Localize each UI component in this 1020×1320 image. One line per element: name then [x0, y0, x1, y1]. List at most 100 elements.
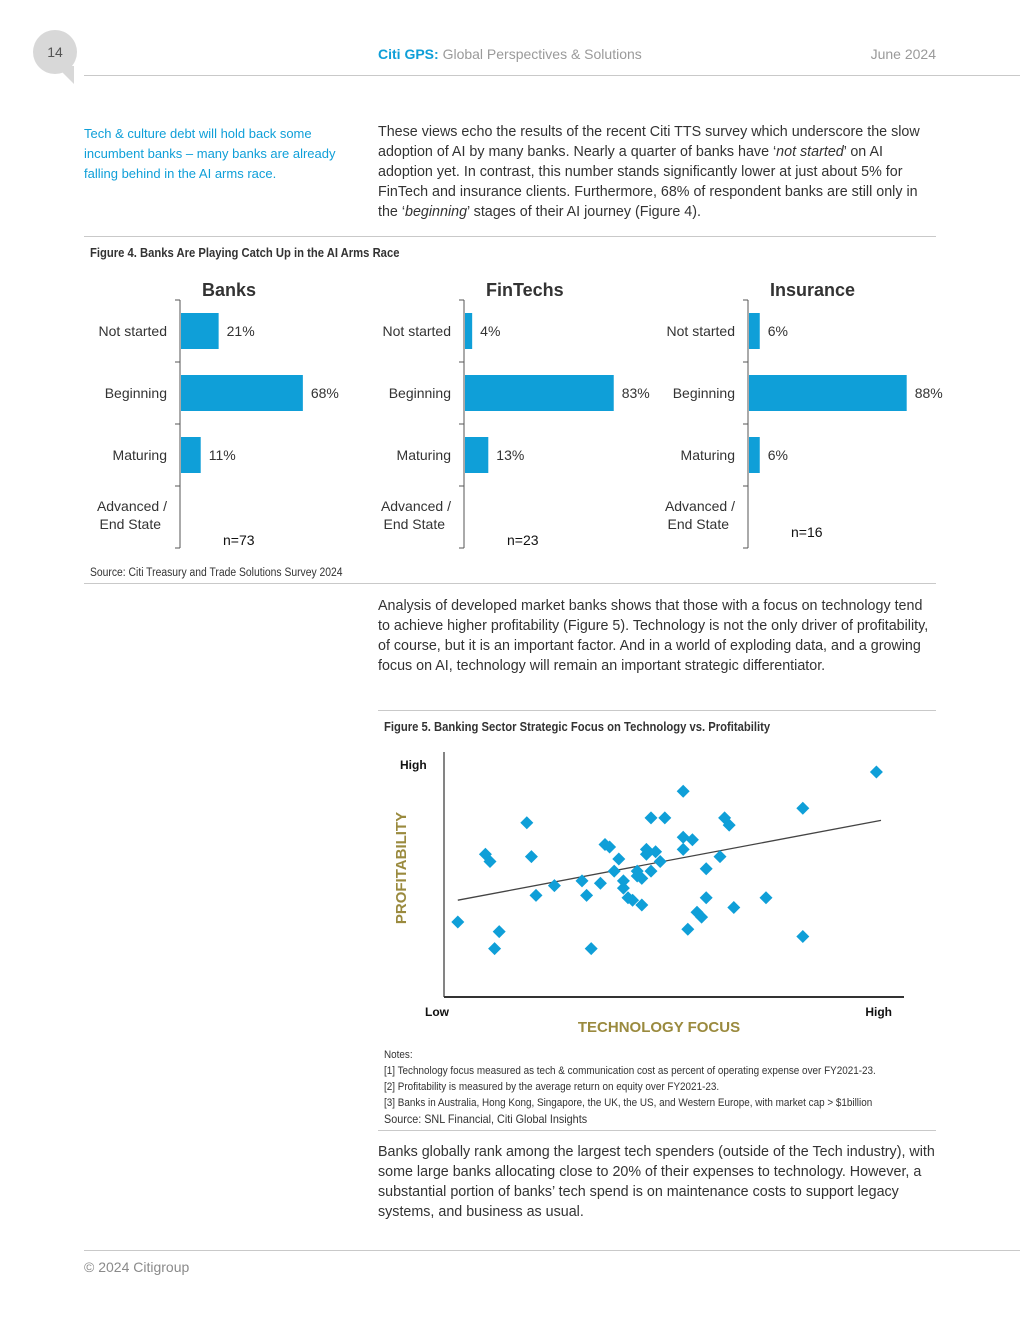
bar-panel-banks: Banks Not started 21% Beginning 68% Maturing 1… — [97, 280, 339, 549]
figure5-top-rule — [378, 710, 936, 711]
spend-paragraph: Banks globally rank among the largest te… — [378, 1144, 935, 1220]
scatter-point — [681, 922, 695, 936]
data-label: 21% — [227, 323, 255, 339]
scatter-point — [616, 881, 630, 895]
scatter-point — [685, 833, 699, 847]
scatter-point — [451, 915, 465, 929]
header-brand: Citi GPS: Global Perspectives & Solution… — [378, 46, 642, 62]
scatter-point — [639, 842, 653, 856]
figure4-title: Figure 4. Banks Are Playing Catch Up in … — [90, 246, 400, 260]
scatter-point — [649, 845, 663, 859]
bar — [749, 437, 760, 473]
scatter-point — [695, 910, 709, 924]
scatter-point — [676, 830, 690, 844]
figure5-notes: Notes: [1] Technology focus measured as … — [384, 1047, 876, 1127]
scatter-point — [796, 801, 810, 815]
note-3: [3] Banks in Australia, Hong Kong, Singa… — [384, 1097, 873, 1109]
category-label: End State — [668, 516, 730, 532]
scatter-point — [658, 811, 672, 825]
bar — [749, 375, 907, 411]
scatter-point — [483, 854, 497, 868]
analysis-paragraph: Analysis of developed market banks shows… — [378, 598, 929, 674]
para1-text-3: ’ stages of their AI journey (Figure 4). — [467, 204, 701, 220]
sample-size-label: n=73 — [223, 532, 255, 548]
page-number-tail — [56, 66, 74, 84]
data-label: 68% — [311, 385, 339, 401]
scatter-point — [676, 784, 690, 798]
header-rule — [84, 75, 1020, 76]
notes-heading: Notes: — [384, 1049, 413, 1061]
y-tick-high: High — [400, 758, 427, 772]
scatter-point — [529, 888, 543, 902]
brand-subtitle: Global Perspectives & Solutions — [442, 46, 642, 62]
bar-panel-insurance: Insurance Not started 6% Beginning 88% Maturi… — [665, 280, 943, 549]
scatter-point — [727, 900, 741, 914]
scatter-point — [635, 898, 649, 912]
note-2: [2] Profitability is measured by the ave… — [384, 1081, 720, 1093]
scatter-point — [607, 864, 621, 878]
figure4-bottom-rule — [84, 583, 936, 584]
scatter-point — [676, 842, 690, 856]
page-number-badge: 14 — [33, 30, 77, 74]
scatter-point — [621, 891, 635, 905]
scatter-point — [713, 850, 727, 864]
para1-text-1: These views echo the results of the rece… — [378, 124, 920, 160]
scatter-point — [593, 876, 607, 890]
data-label: 4% — [480, 323, 500, 339]
data-label: 11% — [209, 447, 236, 463]
scatter-point — [759, 891, 773, 905]
scatter-point — [547, 879, 561, 893]
scatter-point — [612, 852, 626, 866]
category-label: Advanced / — [381, 498, 451, 514]
category-label: End State — [384, 516, 446, 532]
category-label: Not started — [667, 323, 735, 339]
category-label: Maturing — [113, 447, 167, 463]
bar — [465, 437, 489, 473]
bar — [181, 313, 219, 349]
scatter-point — [575, 874, 589, 888]
category-label: Not started — [99, 323, 167, 339]
category-label: End State — [100, 516, 162, 532]
figure4-source: Source: Citi Treasury and Trade Solution… — [90, 567, 343, 579]
scatter-point — [520, 816, 534, 830]
figure4-chart: Banks Not started 21% Beginning 68% Maturing 1… — [97, 280, 943, 549]
category-label: Beginning — [389, 385, 451, 401]
scatter-point — [699, 862, 713, 876]
scatter-point — [524, 850, 538, 864]
x-tick-high: High — [865, 1005, 892, 1019]
page-number: 14 — [47, 44, 63, 60]
data-label: 6% — [768, 323, 788, 339]
category-label: Advanced / — [97, 498, 167, 514]
category-label: Beginning — [673, 385, 735, 401]
para1-text-2: ’ on AI adoption yet. In contrast, this … — [378, 144, 918, 220]
brand-name: Citi GPS: — [378, 46, 439, 62]
bar — [181, 437, 201, 473]
figure5-source: Source: SNL Financial, Citi Global Insig… — [384, 1112, 588, 1126]
footer-rule — [84, 1250, 1020, 1251]
intro-paragraph: These views echo the results of the rece… — [378, 122, 938, 222]
category-label: Not started — [383, 323, 451, 339]
scatter-point — [869, 765, 883, 779]
para1-italic-1: not started — [776, 144, 844, 160]
scatter-point — [635, 871, 649, 885]
panel-title: FinTechs — [486, 280, 564, 300]
side-note: Tech & culture debt will hold back some … — [84, 126, 336, 181]
category-label: Maturing — [681, 447, 735, 463]
figure5-bottom-rule — [378, 1130, 936, 1131]
scatter-point — [644, 864, 658, 878]
figure4-top-rule — [84, 236, 936, 237]
scatter-point — [616, 874, 630, 888]
data-label: 6% — [768, 447, 788, 463]
scatter-point — [644, 811, 658, 825]
panel-title: Insurance — [770, 280, 855, 300]
category-label: Beginning — [105, 385, 167, 401]
data-label: 88% — [915, 385, 943, 401]
footer-copyright: © 2024 Citigroup — [84, 1259, 190, 1275]
header-date: June 2024 — [870, 46, 936, 62]
scatter-point — [796, 930, 810, 943]
figure5-chart: High Low High TECHNOLOGY FOCUS PROFITABILITY — [393, 752, 904, 1036]
category-label: Advanced / — [665, 498, 735, 514]
trendline — [457, 819, 882, 901]
data-label: 13% — [496, 447, 524, 463]
scatter-point — [630, 864, 644, 878]
